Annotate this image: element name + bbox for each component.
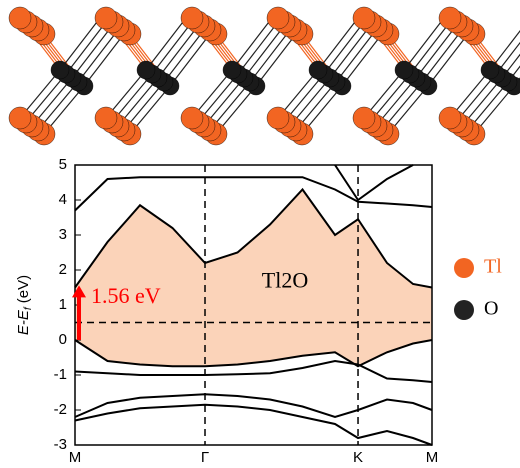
bond <box>157 25 199 79</box>
bond <box>323 21 365 75</box>
atom <box>180 6 204 30</box>
atom <box>266 6 290 30</box>
atom <box>308 60 328 80</box>
bond <box>71 25 113 79</box>
plot-frame <box>74 164 433 446</box>
band <box>74 393 433 419</box>
legend-label: Tl <box>484 256 502 278</box>
y-axis-label: E-Ef (eV) <box>15 275 34 335</box>
atom <box>94 6 118 30</box>
y-label-main: E-E <box>15 309 32 335</box>
atom <box>94 106 118 130</box>
y-tick-label: 2 <box>59 261 67 278</box>
atom <box>438 106 462 130</box>
atom <box>222 60 242 80</box>
y-tick-label: -3 <box>54 436 67 453</box>
y-tick-label: 0 <box>59 331 67 348</box>
atom <box>438 6 462 30</box>
legend-swatch <box>454 258 474 278</box>
bond <box>329 25 371 79</box>
bond <box>415 25 457 79</box>
gap-label: 1.56 eV <box>91 283 161 308</box>
band <box>74 359 433 383</box>
band <box>334 164 414 202</box>
bond <box>83 33 125 87</box>
bond <box>421 29 463 83</box>
bond <box>335 29 377 83</box>
bond <box>151 21 193 75</box>
x-tick-label: M <box>69 449 82 466</box>
x-tick-label: Γ <box>201 449 209 466</box>
bond <box>507 65 520 83</box>
bond <box>77 29 119 83</box>
atom <box>352 6 376 30</box>
y-tick-label: -2 <box>54 401 67 418</box>
bond <box>501 53 520 79</box>
y-tick-label: -1 <box>54 366 67 383</box>
bond <box>427 33 469 87</box>
bond <box>255 33 297 87</box>
bond <box>409 21 451 75</box>
y-label-sub: f <box>23 306 34 310</box>
atom <box>180 106 204 130</box>
bond <box>145 17 187 71</box>
atom <box>394 60 414 80</box>
y-tick-label: 4 <box>59 191 67 208</box>
bond <box>317 17 359 71</box>
atom <box>136 60 156 80</box>
bond <box>403 17 445 71</box>
bond <box>231 17 273 71</box>
bond <box>59 17 101 71</box>
gap-fill <box>75 189 432 367</box>
bond <box>243 25 285 79</box>
gap-arrow-head <box>72 285 86 298</box>
y-tick-label: 3 <box>59 226 67 243</box>
bond <box>237 21 279 75</box>
band <box>74 187 433 289</box>
legend-label: O <box>484 298 498 320</box>
bond <box>169 33 211 87</box>
band <box>74 403 433 446</box>
legend-swatch <box>454 300 474 320</box>
atom <box>8 6 32 30</box>
bond <box>65 21 107 75</box>
bond <box>341 33 383 87</box>
atom <box>8 106 32 130</box>
bond <box>489 30 520 71</box>
atom <box>266 106 290 130</box>
crystal-structure <box>8 6 520 146</box>
band <box>74 339 433 368</box>
y-tick-label: 5 <box>59 156 67 173</box>
bond <box>495 41 520 75</box>
bond <box>249 29 291 83</box>
x-tick-label: M <box>426 449 439 466</box>
atom <box>480 60 500 80</box>
atom <box>352 106 376 130</box>
compound-label: Tl2O <box>262 267 308 292</box>
y-label-unit: (eV) <box>15 275 32 308</box>
y-tick-label: 1 <box>59 296 67 313</box>
bond <box>163 29 205 83</box>
band <box>74 176 433 212</box>
atom <box>50 60 70 80</box>
x-tick-label: K <box>353 449 363 466</box>
